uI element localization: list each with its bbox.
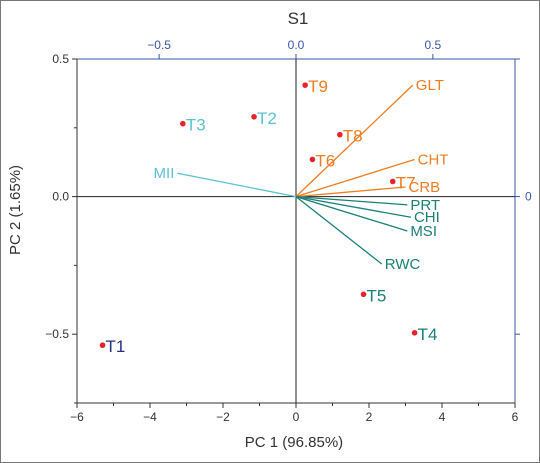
x-tick-label: 4 <box>439 410 446 424</box>
loading-label-msi: MSI <box>410 223 437 240</box>
loading-vector-rwc <box>295 196 383 265</box>
score-point-t9 <box>302 82 308 88</box>
loading-vector-prt <box>295 195 408 206</box>
score-label-t2: T2 <box>257 109 277 128</box>
y-tick-label: 0.0 <box>52 190 69 204</box>
loading-vector-chi <box>295 195 412 218</box>
score-label-t8: T8 <box>343 127 363 146</box>
loading-vector-crb <box>295 186 406 198</box>
y-tick-label: −0.5 <box>45 327 69 341</box>
loading-label-glt: GLT <box>416 77 444 94</box>
x-tick-label: −2 <box>216 410 230 424</box>
y-axis-label: PC 2 (1.65%) <box>7 165 24 255</box>
loading-label-crb: CRB <box>409 179 441 196</box>
score-point-t4 <box>411 330 418 336</box>
chart-title: S1 <box>288 9 309 28</box>
secondary-y-tick-label: 0 <box>525 190 532 204</box>
loading-vector-msi <box>295 195 408 232</box>
score-point-t3 <box>180 120 186 127</box>
loading-label-cht: CHT <box>418 151 449 168</box>
score-point-t5 <box>360 291 367 298</box>
score-label-t4: T4 <box>418 325 438 344</box>
score-point-t7 <box>389 178 396 185</box>
loading-vector-mii <box>177 172 297 198</box>
x-tick-label: −6 <box>70 410 84 424</box>
score-point-t2 <box>251 113 257 120</box>
loading-vector-glt <box>295 84 414 198</box>
score-label-t7: T7 <box>396 173 416 192</box>
score-label-t9: T9 <box>308 77 328 96</box>
secondary-x-tick-label: −0.5 <box>147 38 171 52</box>
score-point-t8 <box>337 131 343 138</box>
secondary-x-tick-label: 0.0 <box>288 38 305 52</box>
x-tick-label: −4 <box>143 410 157 424</box>
loading-label-chi: CHI <box>414 209 440 226</box>
score-label-t6: T6 <box>315 151 335 170</box>
score-label-t5: T5 <box>367 286 387 305</box>
score-point-t1 <box>99 342 106 349</box>
x-axis-label: PC 1 (96.85%) <box>245 434 343 451</box>
x-tick-label: 0 <box>293 410 300 424</box>
loading-label-rwc: RWC <box>385 256 421 273</box>
score-label-t3: T3 <box>186 116 206 135</box>
x-tick-label: 2 <box>366 410 373 424</box>
x-tick-label: 6 <box>512 410 519 424</box>
y-tick-label: 0.5 <box>52 52 69 66</box>
score-point-t6 <box>309 156 316 163</box>
score-label-t1: T1 <box>106 337 126 356</box>
loading-vector-cht <box>295 158 415 198</box>
secondary-x-tick-label: 0.5 <box>425 38 442 52</box>
loading-label-mii: MII <box>154 165 175 182</box>
loading-label-prt: PRT <box>410 197 440 214</box>
